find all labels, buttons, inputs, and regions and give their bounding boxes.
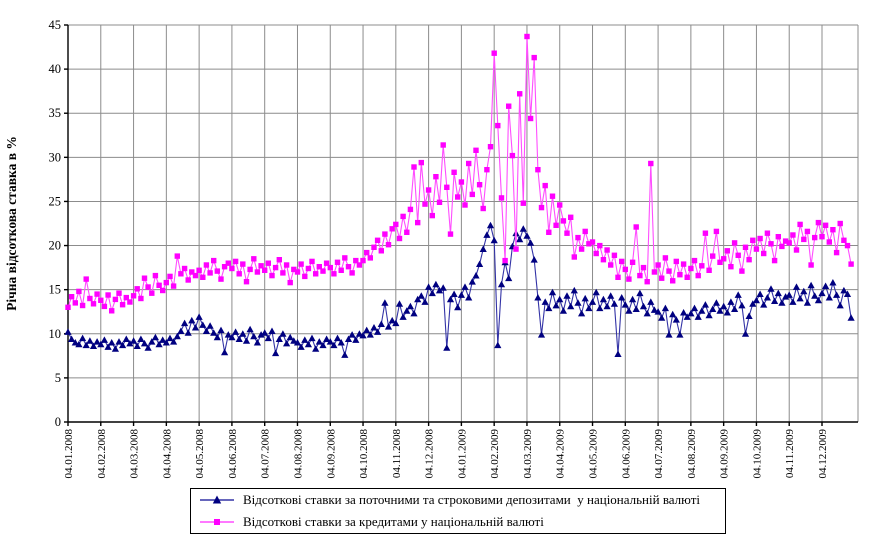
legend-label-deposits: Відсоткові ставки за поточними та строко… [243,492,701,507]
svg-text:04.08.2008: 04.08.2008 [292,429,304,479]
svg-text:04.12.2008: 04.12.2008 [424,429,436,479]
svg-text:04.03.2009: 04.03.2009 [522,429,534,479]
triangle-markers [64,221,855,358]
svg-text:25: 25 [49,194,62,208]
deposits-series-marker-icon [200,495,234,504]
svg-text:04.11.2009: 04.11.2009 [784,429,796,479]
svg-text:0: 0 [55,415,61,429]
x-axis-labels: 04.01.2008 04.02.2008 04.03.2008 04.04.2008… [63,429,829,479]
svg-text:04.08.2009: 04.08.2009 [686,429,698,479]
svg-text:04.10.2008: 04.10.2008 [358,429,370,479]
svg-text:04.07.2009: 04.07.2009 [653,429,665,479]
svg-text:04.01.2009: 04.01.2009 [456,429,468,479]
svg-text:04.05.2009: 04.05.2009 [588,429,600,479]
deposits-series [64,221,855,358]
svg-text:15: 15 [49,283,62,297]
svg-text:04.12.2009: 04.12.2009 [817,429,829,479]
svg-text:04.02.2008: 04.02.2008 [96,429,108,479]
svg-text:5: 5 [55,371,61,385]
svg-text:04.10.2009: 04.10.2009 [751,429,763,479]
svg-text:04.11.2008: 04.11.2008 [391,429,403,479]
svg-text:35: 35 [49,106,62,120]
svg-text:10: 10 [49,327,62,341]
svg-text:04.05.2008: 04.05.2008 [194,429,206,479]
svg-text:04.06.2008: 04.06.2008 [227,429,239,479]
svg-text:04.09.2009: 04.09.2009 [719,429,731,479]
y-axis-title: Річна відсоткова ставка в % [4,136,19,311]
svg-text:04.09.2008: 04.09.2008 [325,429,337,479]
svg-text:30: 30 [49,150,62,164]
legend-item-deposits: Відсоткові ставки за поточними та строко… [198,490,725,510]
svg-text:04.04.2008: 04.04.2008 [161,429,173,479]
svg-text:04.07.2008: 04.07.2008 [260,429,272,479]
svg-text:20: 20 [49,239,62,253]
svg-text:04.06.2009: 04.06.2009 [620,429,632,479]
svg-text:04.04.2009: 04.04.2009 [555,429,567,479]
legend: Відсоткові ставки за поточними та строко… [190,488,726,534]
loans-series [65,33,854,314]
gridlines [68,24,859,422]
legend-label-loans: Відсоткові ставки за кредитами у націона… [243,514,544,529]
svg-text:04.01.2008: 04.01.2008 [63,429,75,479]
svg-text:04.03.2008: 04.03.2008 [129,429,141,479]
legend-item-loans: Відсоткові ставки за кредитами у націона… [198,512,725,532]
loans-series-marker-icon [200,519,234,525]
y-axis-labels: 0 5 10 15 20 25 30 35 40 45 [49,18,62,429]
square-markers [65,33,854,314]
svg-text:40: 40 [49,62,62,76]
svg-text:45: 45 [49,18,62,32]
svg-text:04.02.2009: 04.02.2009 [489,429,501,479]
